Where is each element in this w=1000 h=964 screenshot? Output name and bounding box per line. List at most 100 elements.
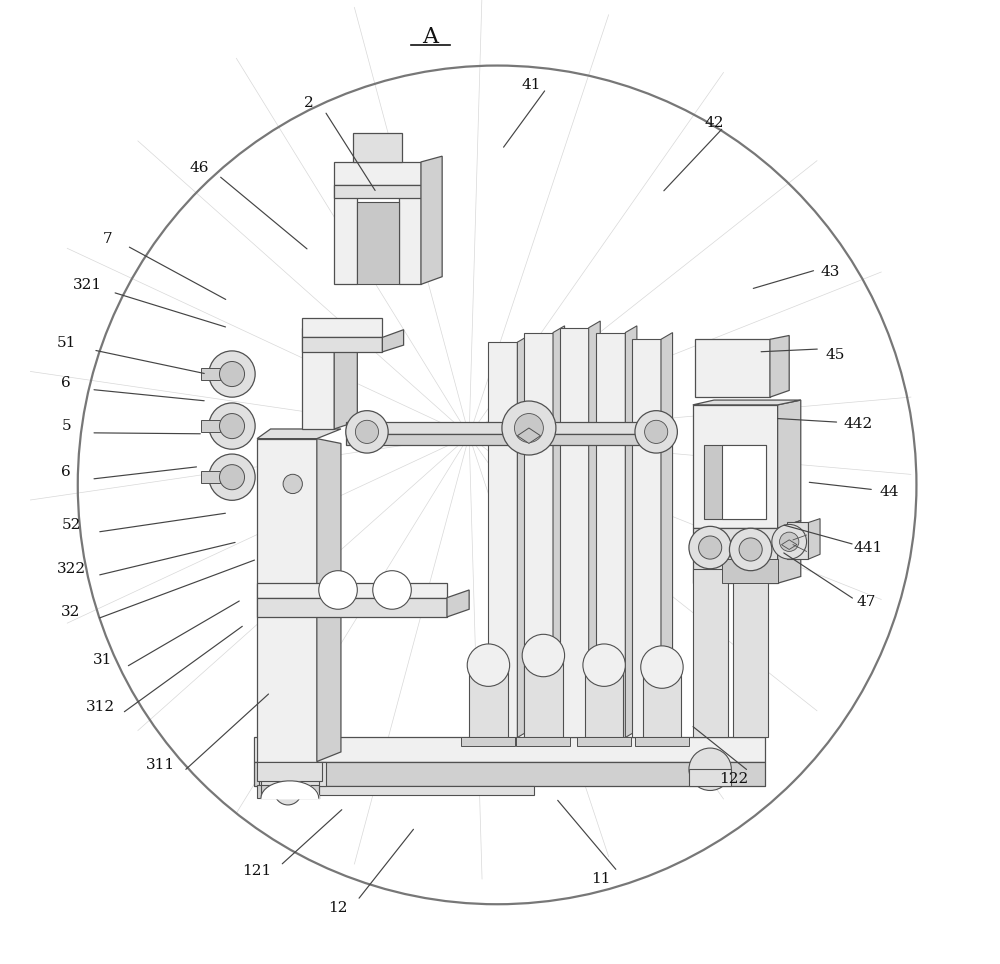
Text: 7: 7 <box>103 232 112 246</box>
Polygon shape <box>693 569 728 737</box>
Text: 441: 441 <box>854 541 883 554</box>
Polygon shape <box>334 162 421 185</box>
Polygon shape <box>201 420 220 432</box>
Text: 32: 32 <box>61 605 81 619</box>
Circle shape <box>274 778 301 805</box>
Polygon shape <box>689 769 731 786</box>
Polygon shape <box>346 434 666 445</box>
Circle shape <box>522 634 565 677</box>
Polygon shape <box>585 665 623 737</box>
Polygon shape <box>517 428 540 443</box>
Text: 44: 44 <box>880 485 899 498</box>
Polygon shape <box>447 590 469 617</box>
Polygon shape <box>625 326 637 737</box>
Circle shape <box>209 351 255 397</box>
Polygon shape <box>693 405 778 528</box>
Circle shape <box>346 411 388 453</box>
Circle shape <box>641 646 683 688</box>
Text: 11: 11 <box>591 872 611 886</box>
Polygon shape <box>787 522 808 559</box>
Polygon shape <box>488 342 517 737</box>
Circle shape <box>283 474 302 494</box>
Polygon shape <box>632 339 661 737</box>
Circle shape <box>319 571 357 609</box>
Circle shape <box>219 362 245 387</box>
Polygon shape <box>643 667 681 737</box>
Circle shape <box>729 528 772 571</box>
Polygon shape <box>357 202 399 284</box>
Text: 321: 321 <box>73 279 102 292</box>
Polygon shape <box>661 333 673 737</box>
Polygon shape <box>808 519 820 559</box>
Polygon shape <box>469 665 508 737</box>
Circle shape <box>467 644 510 686</box>
Polygon shape <box>524 333 553 737</box>
Text: 442: 442 <box>844 417 873 431</box>
Circle shape <box>689 748 731 790</box>
Polygon shape <box>733 571 768 737</box>
Polygon shape <box>461 737 515 746</box>
Text: 5: 5 <box>61 419 71 433</box>
Polygon shape <box>201 368 220 380</box>
Polygon shape <box>302 337 382 352</box>
Polygon shape <box>399 185 421 284</box>
Text: 311: 311 <box>146 759 175 772</box>
Polygon shape <box>302 318 382 337</box>
Polygon shape <box>560 328 589 737</box>
Text: 6: 6 <box>61 376 71 389</box>
Polygon shape <box>257 762 322 781</box>
Polygon shape <box>257 429 341 439</box>
Text: 52: 52 <box>61 519 81 532</box>
Polygon shape <box>693 400 801 405</box>
Polygon shape <box>693 528 778 583</box>
Polygon shape <box>722 559 778 583</box>
Polygon shape <box>257 583 447 598</box>
Polygon shape <box>346 422 666 434</box>
Polygon shape <box>334 185 357 284</box>
Circle shape <box>780 532 799 551</box>
Text: 31: 31 <box>93 654 113 667</box>
Circle shape <box>699 536 722 559</box>
Polygon shape <box>695 339 770 397</box>
Text: 43: 43 <box>821 265 840 279</box>
Polygon shape <box>704 445 766 519</box>
Polygon shape <box>259 762 326 786</box>
Circle shape <box>739 538 762 561</box>
Circle shape <box>209 454 255 500</box>
Polygon shape <box>254 762 765 786</box>
Circle shape <box>689 526 731 569</box>
Circle shape <box>635 411 677 453</box>
Circle shape <box>772 524 807 559</box>
Polygon shape <box>770 335 789 397</box>
Polygon shape <box>257 439 317 762</box>
Polygon shape <box>421 156 442 284</box>
Text: 45: 45 <box>826 348 845 362</box>
Polygon shape <box>334 185 421 198</box>
Polygon shape <box>517 335 529 737</box>
Circle shape <box>219 414 245 439</box>
Circle shape <box>502 401 556 455</box>
Polygon shape <box>722 445 766 519</box>
Polygon shape <box>382 330 404 352</box>
Polygon shape <box>781 540 797 549</box>
Circle shape <box>209 403 255 449</box>
Text: 122: 122 <box>719 772 748 786</box>
Polygon shape <box>524 656 563 737</box>
Polygon shape <box>201 471 220 483</box>
Circle shape <box>219 465 245 490</box>
Polygon shape <box>596 333 625 737</box>
Polygon shape <box>293 786 534 795</box>
Polygon shape <box>778 400 801 528</box>
Polygon shape <box>334 323 357 429</box>
Polygon shape <box>317 439 341 762</box>
Text: 51: 51 <box>57 336 76 350</box>
Circle shape <box>645 420 668 443</box>
Circle shape <box>583 644 625 686</box>
Circle shape <box>514 414 543 442</box>
Text: A: A <box>423 26 439 47</box>
Text: 42: 42 <box>704 117 724 130</box>
Text: 2: 2 <box>304 96 314 110</box>
Polygon shape <box>589 321 600 737</box>
Text: 12: 12 <box>328 901 348 915</box>
Text: 121: 121 <box>242 865 272 878</box>
